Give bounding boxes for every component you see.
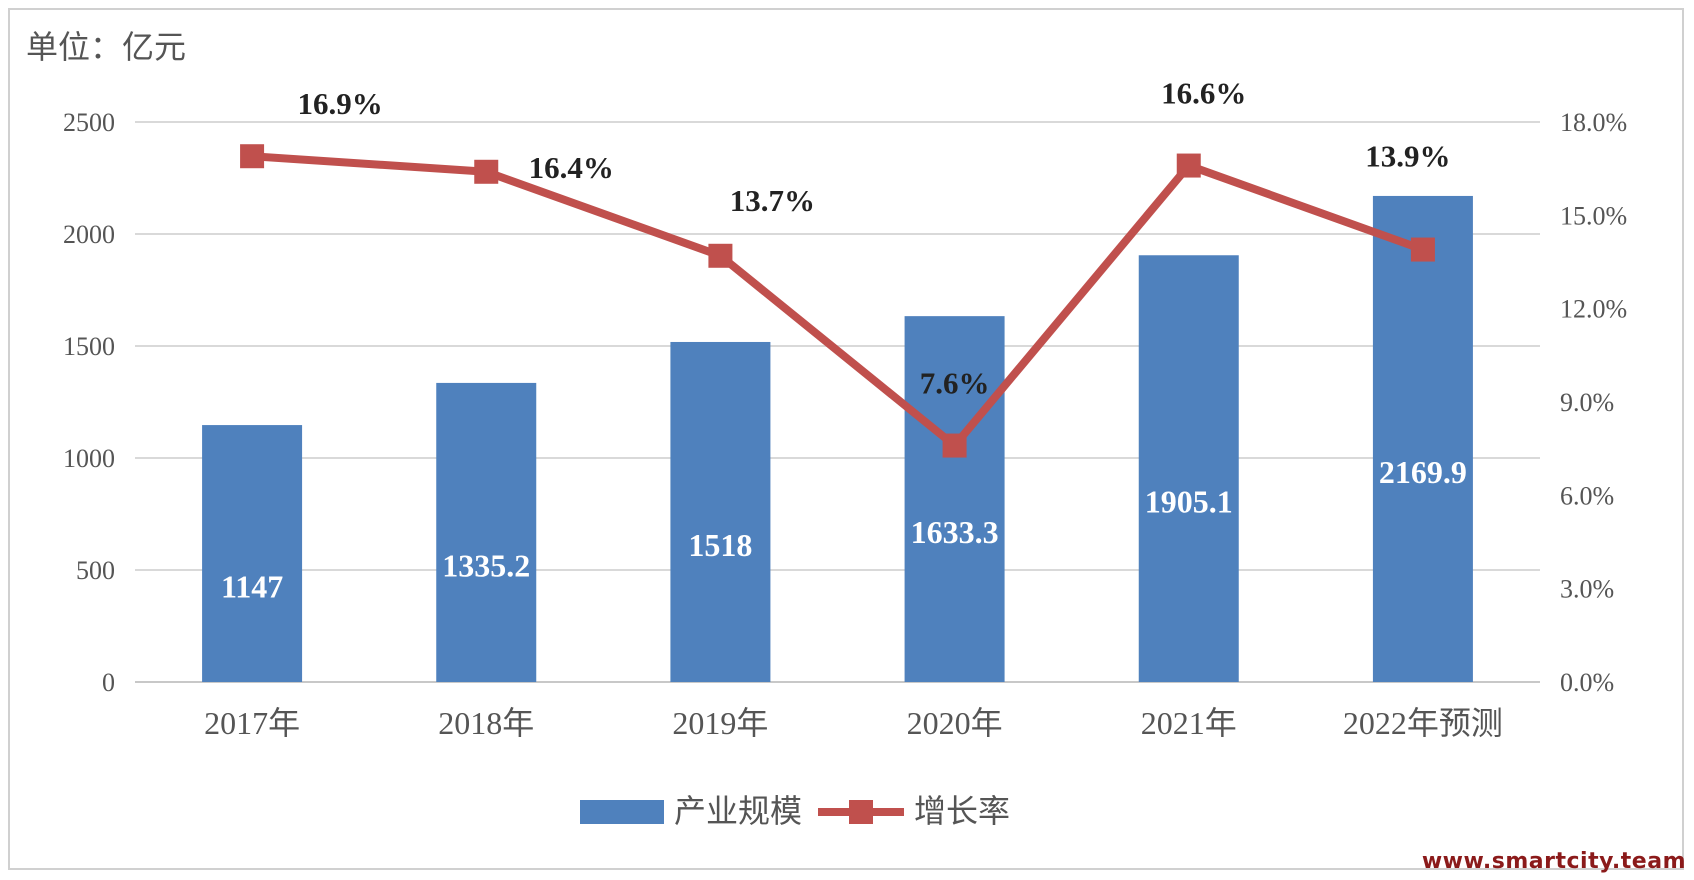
line-marker xyxy=(240,144,265,169)
legend-swatch-marker xyxy=(849,800,873,824)
y-left-tick-label: 1000 xyxy=(63,444,115,473)
y-left-tick-label: 500 xyxy=(76,556,115,585)
legend-swatch-bar xyxy=(580,800,664,824)
bar xyxy=(202,425,303,682)
line-data-label: 13.9% xyxy=(1365,139,1450,174)
line-marker xyxy=(1410,237,1435,262)
line-data-label: 16.6% xyxy=(1161,76,1246,111)
watermark: www.smartcity.team xyxy=(1421,849,1686,874)
x-tick-label: 2021年 xyxy=(1141,705,1237,741)
bar-data-label: 1518 xyxy=(688,527,752,563)
bar-data-label: 1335.2 xyxy=(442,547,530,583)
bar xyxy=(1138,255,1239,682)
x-tick-label: 2020年 xyxy=(907,705,1003,741)
line-data-label: 7.6% xyxy=(920,366,990,401)
line-marker xyxy=(474,159,499,184)
y-right-tick-label: 12.0% xyxy=(1560,295,1627,324)
unit-label: 单位：亿元 xyxy=(26,28,187,66)
x-tick-label: 2022年预测 xyxy=(1343,705,1503,741)
y-right-tick-label: 15.0% xyxy=(1560,201,1627,230)
line-marker xyxy=(942,433,967,458)
y-left-tick-label: 2500 xyxy=(63,108,115,137)
line-marker xyxy=(1176,153,1201,178)
legend-label-bar: 产业规模 xyxy=(674,792,802,830)
y-right-tick-label: 18.0% xyxy=(1560,108,1627,137)
y-left-tick-label: 2000 xyxy=(63,220,115,249)
x-tick-label: 2017年 xyxy=(204,705,300,741)
line-marker xyxy=(708,243,733,268)
line-data-label: 13.7% xyxy=(730,183,815,218)
line-data-label: 16.4% xyxy=(529,150,614,185)
y-left-tick-label: 1500 xyxy=(63,332,115,361)
y-right-tick-label: 3.0% xyxy=(1560,575,1614,604)
x-tick-label: 2018年 xyxy=(438,705,534,741)
line-data-label: 16.9% xyxy=(297,86,382,121)
bar-data-label: 1633.3 xyxy=(911,514,999,550)
y-left-tick-label: 0 xyxy=(102,668,115,697)
growth-line xyxy=(251,152,1425,450)
bar-data-label: 2169.9 xyxy=(1379,454,1467,490)
y-right-tick-label: 6.0% xyxy=(1560,481,1614,510)
y-right-tick-label: 9.0% xyxy=(1560,388,1614,417)
x-tick-label: 2019年 xyxy=(672,705,768,741)
bar-data-label: 1905.1 xyxy=(1145,484,1233,520)
bar xyxy=(904,316,1005,682)
y-right-tick-label: 0.0% xyxy=(1560,668,1614,697)
legend-label-line: 增长率 xyxy=(914,792,1010,830)
bar xyxy=(436,382,537,682)
bar xyxy=(670,341,771,682)
bar-data-label: 1147 xyxy=(221,569,283,605)
bar xyxy=(1372,195,1473,683)
